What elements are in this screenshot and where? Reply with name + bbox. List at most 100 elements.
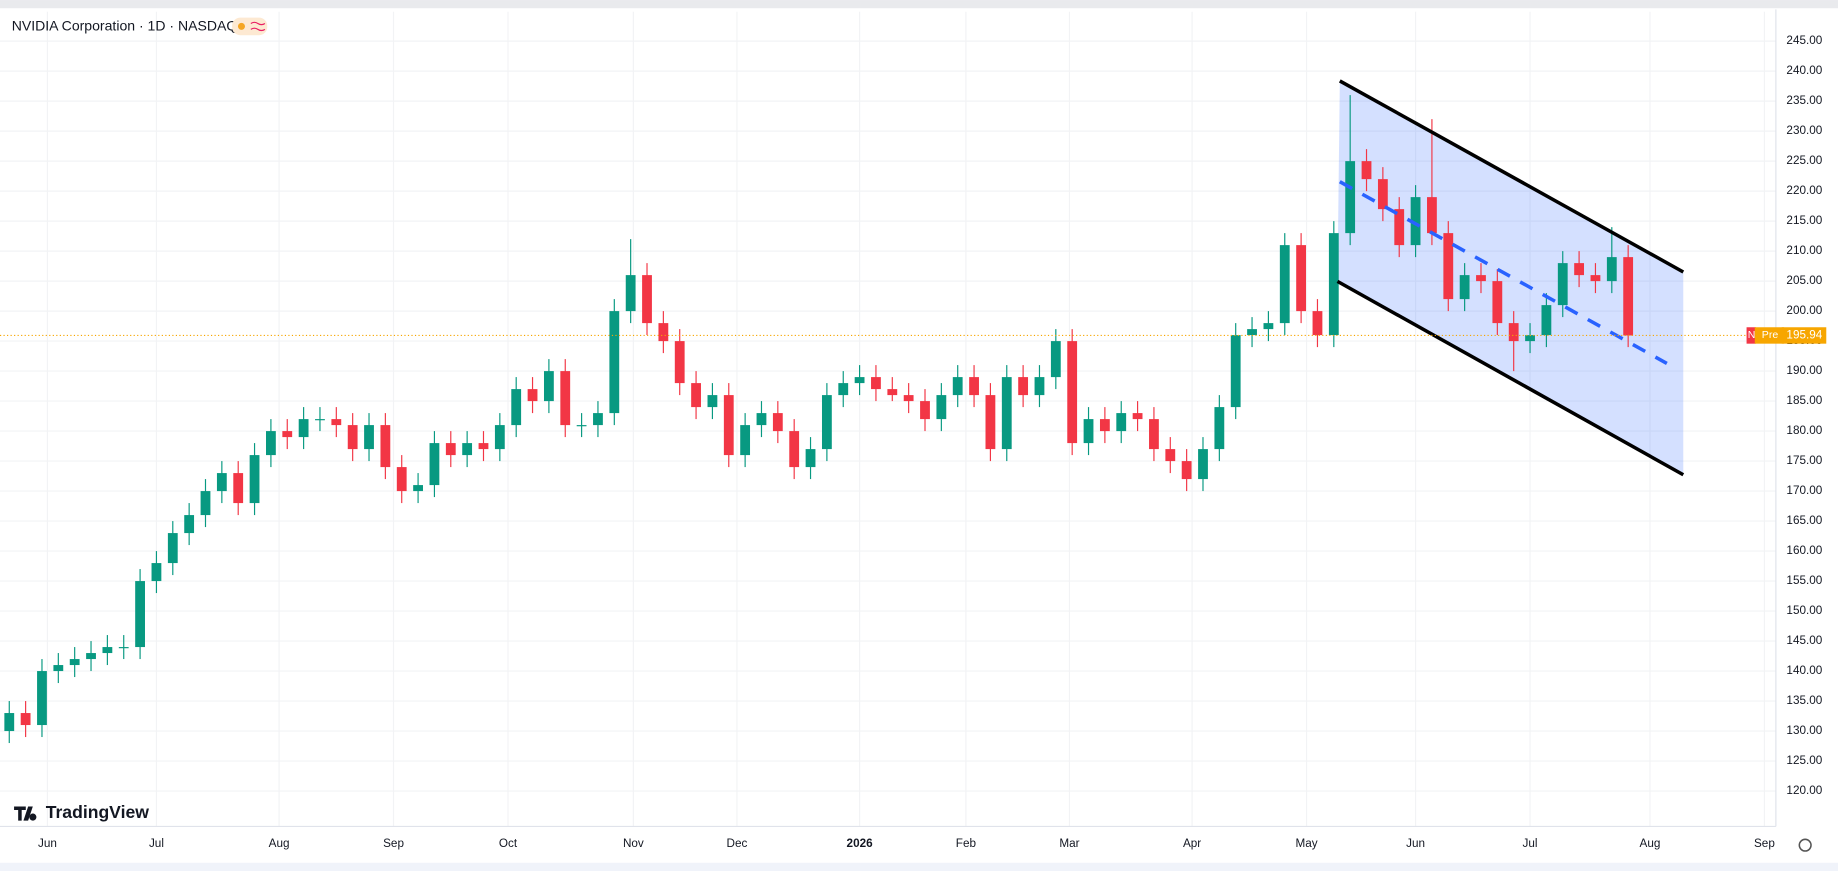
y-tick-label: 185.00 xyxy=(1786,394,1822,407)
candle-body xyxy=(723,395,734,456)
candle-body xyxy=(1279,245,1290,324)
candle-body xyxy=(167,533,178,564)
candles xyxy=(4,95,1634,744)
wave-icon xyxy=(250,21,266,32)
candle-body xyxy=(1034,377,1045,396)
candle-body xyxy=(691,383,701,408)
candle-body xyxy=(772,413,783,432)
candle-body xyxy=(37,671,47,726)
candle-body xyxy=(4,713,15,732)
channel-upper xyxy=(1338,79,1685,274)
x-tick-label: Mar xyxy=(1059,837,1079,850)
candle-body xyxy=(854,377,865,384)
y-tick-label: 170.00 xyxy=(1786,484,1822,497)
candle-body xyxy=(511,389,522,426)
candle-body xyxy=(985,395,996,450)
candle-body xyxy=(1557,263,1568,306)
candle-body xyxy=(674,341,685,384)
x-tick-label: Dec xyxy=(727,837,748,850)
candle-body xyxy=(265,431,276,456)
y-tick-label: 240.00 xyxy=(1786,64,1822,77)
candle-body xyxy=(1590,275,1601,282)
candle-body xyxy=(593,413,603,426)
candle-body xyxy=(1050,341,1061,378)
candle-body xyxy=(1476,275,1486,282)
candle-body xyxy=(1296,245,1307,312)
x-tick-label: 2026 xyxy=(847,837,874,850)
x-tick-label: Jul xyxy=(1523,837,1538,850)
y-tick-label: 140.00 xyxy=(1786,664,1822,677)
x-tick-label: Aug xyxy=(1640,837,1661,850)
y-tick-label: 235.00 xyxy=(1786,94,1822,107)
y-tick-label: 155.00 xyxy=(1786,574,1822,587)
session-badge xyxy=(232,17,268,36)
watermark: TradingView xyxy=(46,802,150,822)
grid xyxy=(0,11,1776,827)
candle-body xyxy=(1263,323,1274,330)
candle-body xyxy=(740,425,751,456)
candle-body xyxy=(642,275,652,324)
candle-body xyxy=(543,371,554,402)
candle-body xyxy=(1116,413,1127,432)
candle-body xyxy=(1361,161,1372,180)
badge-bg xyxy=(1746,327,1756,344)
axes: 120.00 125.00 130.00 135.00 140.00 145.00 150.… xyxy=(0,34,1827,850)
y-tick-label: 165.00 xyxy=(1786,514,1822,527)
candle-body xyxy=(69,659,80,666)
candle-body xyxy=(1247,329,1257,336)
x-tick-label: Nov xyxy=(623,837,644,850)
candle-body xyxy=(1312,311,1323,336)
x-tick-label: Jul xyxy=(149,837,164,850)
candle-body xyxy=(1099,419,1110,432)
y-tick-label: 130.00 xyxy=(1786,724,1822,737)
y-tick-label: 160.00 xyxy=(1786,544,1822,557)
price-tag-bg xyxy=(1754,327,1785,344)
candle-body xyxy=(1459,275,1470,300)
candle-body xyxy=(233,473,244,504)
sun-icon xyxy=(237,22,245,30)
candle-body xyxy=(903,395,914,402)
candle-body xyxy=(1377,179,1388,210)
channel-fill xyxy=(1337,80,1684,475)
candle-body xyxy=(1443,233,1454,300)
y-tick-label: 205.00 xyxy=(1786,274,1822,287)
symbol-title: NVIDIA Corporation · 1D · NASDAQ xyxy=(12,18,238,34)
candle-body xyxy=(364,425,374,450)
x-tick-label: Feb xyxy=(956,837,977,850)
y-tick-label: 225.00 xyxy=(1786,154,1822,167)
candle-body xyxy=(151,563,162,582)
candle-body xyxy=(887,389,898,396)
y-tick-label: 135.00 xyxy=(1786,694,1822,707)
candle-body xyxy=(1492,281,1503,324)
candle-body xyxy=(1508,323,1519,342)
y-tick-label: 120.00 xyxy=(1786,784,1822,797)
x-tick-label: Jun xyxy=(38,837,57,850)
candle-body xyxy=(969,377,979,396)
candle-body xyxy=(952,377,963,396)
badge: N xyxy=(1748,329,1756,341)
price-tag: Pre xyxy=(1762,329,1779,341)
settings-button[interactable] xyxy=(1798,838,1812,852)
candle-body xyxy=(560,371,571,426)
candle-body xyxy=(298,419,309,438)
y-tick-label: 145.00 xyxy=(1786,634,1822,647)
candle-body xyxy=(1214,407,1225,450)
candle-body xyxy=(1541,305,1552,336)
candle-body xyxy=(462,443,473,456)
channel-lower xyxy=(1336,279,1685,477)
candle-body xyxy=(821,395,832,450)
candle-body xyxy=(756,413,767,426)
candle-body xyxy=(347,425,358,450)
candle-body xyxy=(871,377,881,390)
last-price-bg xyxy=(1781,327,1827,344)
candle-body xyxy=(805,449,816,468)
candle-body xyxy=(1067,341,1078,444)
x-tick-label: Aug xyxy=(269,837,290,850)
candle-body xyxy=(1001,377,1012,450)
candle-body xyxy=(102,647,113,654)
candle-body xyxy=(1394,209,1405,246)
candle-body xyxy=(1410,197,1421,246)
last-price-label: 195.94 xyxy=(1786,329,1822,342)
candle-body xyxy=(1345,161,1356,234)
